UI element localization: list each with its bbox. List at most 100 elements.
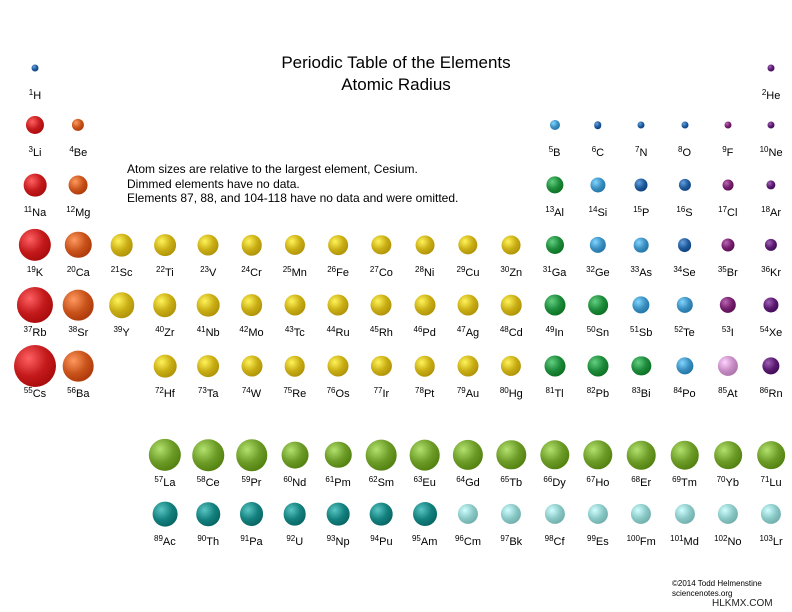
element-label: 37Rb <box>7 325 63 340</box>
element-symbol: Mn <box>291 267 307 279</box>
atomic-number: 78 <box>415 386 424 395</box>
element-label: 73Ta <box>180 386 236 401</box>
atomic-number: 71 <box>760 475 770 484</box>
atom-sphere <box>110 233 133 257</box>
element-symbol: Pr <box>250 477 262 489</box>
element-symbol: Nd <box>292 477 307 489</box>
element-lr: 103Lr <box>749 485 792 548</box>
atomic-number: 9 <box>722 145 727 154</box>
atomic-number: 85 <box>718 386 728 395</box>
element-cf: 98Cf <box>533 485 577 548</box>
element-symbol: Pd <box>422 327 436 339</box>
element-symbol: Hg <box>508 388 523 400</box>
element-c: 6C <box>576 96 620 159</box>
element-symbol: Li <box>32 147 42 159</box>
atomic-number: 62 <box>368 475 378 484</box>
atom-sphere <box>284 234 305 256</box>
element-symbol: Mo <box>248 327 264 339</box>
atomic-number: 48 <box>499 325 509 334</box>
element-os: 76Os <box>316 337 360 400</box>
credit: ©2014 Todd Helmenstine sciencenotes.org <box>672 579 762 599</box>
atom-sphere <box>721 238 735 252</box>
atom-sphere <box>328 235 348 255</box>
element-fm: 100Fm <box>619 485 663 548</box>
element-cs: 55Cs <box>13 337 57 400</box>
element-symbol: N <box>639 147 648 159</box>
atomic-number: 97 <box>500 534 510 543</box>
atom-sphere <box>544 294 566 316</box>
atom-sphere <box>414 355 435 377</box>
element-symbol: Cu <box>465 267 480 279</box>
element-label: 74W <box>224 386 280 401</box>
atom-sphere <box>371 235 392 255</box>
element-pd: 46Pd <box>403 276 447 339</box>
element-p: 15P <box>619 156 663 219</box>
element-symbol: Ba <box>76 388 90 400</box>
element-symbol: P <box>641 207 650 219</box>
element-label: 40Zr <box>137 325 193 340</box>
element-label: 19K <box>7 265 63 280</box>
element-label: 80Hg <box>483 386 539 401</box>
element-label: 102No <box>700 534 756 549</box>
atom-sphere <box>326 502 350 526</box>
element-pa: 91Pa <box>230 485 274 548</box>
element-label: 39Y <box>94 325 150 340</box>
atom-sphere <box>284 294 306 316</box>
atomic-number: 75 <box>283 386 293 395</box>
element-te: 52Te <box>663 276 707 339</box>
element-label: 10Ne <box>743 145 792 160</box>
element-label: 25Mn <box>267 265 323 280</box>
element-label: 12Mg <box>50 205 106 220</box>
element-symbol: Y <box>122 327 130 339</box>
element-label: 16S <box>657 205 713 220</box>
element-label: 96Cm <box>440 534 496 549</box>
element-symbol: Tb <box>509 477 523 489</box>
atom-sphere <box>192 439 224 471</box>
atom-sphere <box>327 294 349 316</box>
atom-sphere <box>633 237 649 253</box>
element-symbol: Cl <box>727 207 738 219</box>
element-label: 31Ga <box>527 265 583 280</box>
element-ni: 28Ni <box>403 216 447 279</box>
atomic-number: 59 <box>241 475 251 484</box>
atomic-number: 42 <box>239 325 249 334</box>
element-symbol: U <box>295 536 304 548</box>
element-label: 100Fm <box>613 534 669 549</box>
element-ne: 10Ne <box>749 96 792 159</box>
atomic-number: 29 <box>456 265 466 274</box>
atom-sphere <box>457 503 479 525</box>
element-symbol: Np <box>335 536 350 548</box>
atom-sphere <box>16 286 54 324</box>
element-mg: 12Mg <box>56 156 100 219</box>
atom-sphere <box>631 356 651 376</box>
element-tb: 65Tb <box>489 426 533 489</box>
atom-sphere <box>717 503 738 525</box>
element-as: 33As <box>619 216 663 279</box>
element-label: 75Re <box>267 386 323 401</box>
atomic-number: 51 <box>630 325 639 334</box>
atom-sphere <box>583 440 613 470</box>
atom-sphere <box>761 503 782 525</box>
element-label: 90Th <box>180 534 236 549</box>
element-label: 45Rh <box>353 325 409 340</box>
atom-sphere <box>23 173 47 197</box>
element-co: 27Co <box>359 216 403 279</box>
element-sn: 50Sn <box>576 276 620 339</box>
atomic-number: 53 <box>721 325 731 334</box>
element-symbol: Ne <box>768 147 783 159</box>
note-line: Atom sizes are relative to the largest e… <box>127 162 418 176</box>
atom-sphere <box>65 231 92 259</box>
element-dy: 66Dy <box>533 426 577 489</box>
atom-sphere <box>409 439 441 471</box>
element-eu: 63Eu <box>403 426 447 489</box>
element-symbol: Sn <box>595 327 610 339</box>
atom-sphere <box>324 441 352 469</box>
element-symbol: Ti <box>164 267 174 279</box>
element-label: 18Ar <box>743 205 792 220</box>
element-label: 62Sm <box>353 475 409 490</box>
element-label: 21Sc <box>94 265 150 280</box>
atomic-number: 58 <box>196 475 206 484</box>
element-pt: 78Pt <box>403 337 447 400</box>
atom-sphere <box>544 503 565 525</box>
element-sm: 62Sm <box>359 426 403 489</box>
